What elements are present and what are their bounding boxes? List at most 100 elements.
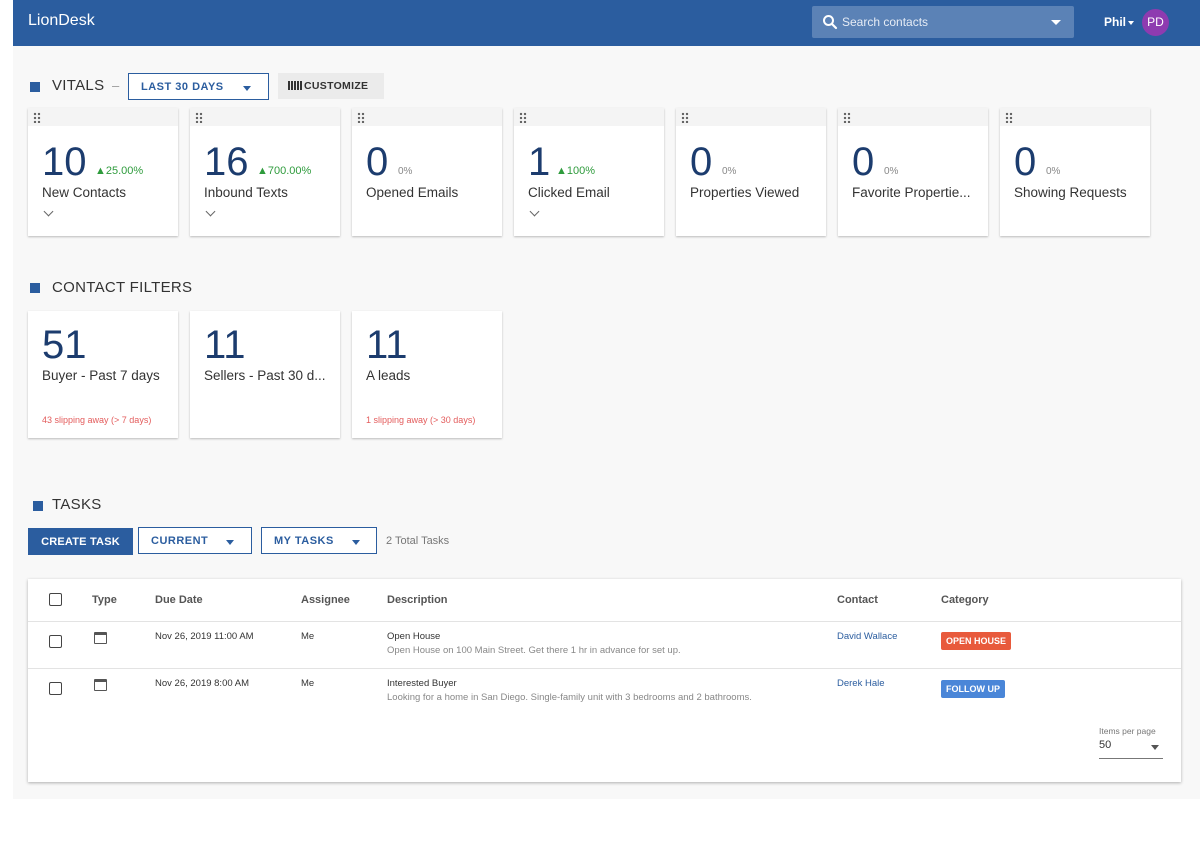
contact-link[interactable]: David Wallace: [837, 631, 898, 642]
items-per-page-value: 50: [1099, 739, 1112, 751]
filter-label: Buyer - Past 7 days: [42, 368, 160, 383]
filter-card-buyer[interactable]: 51 Buyer - Past 7 days 43 slipping away …: [28, 311, 178, 438]
vital-label: Showing Requests: [1014, 185, 1127, 200]
drag-handle[interactable]: [352, 108, 502, 126]
date-range-label: LAST 30 DAYS: [141, 80, 224, 93]
drag-handle[interactable]: [28, 108, 178, 126]
row-checkbox[interactable]: [49, 682, 62, 695]
column-header-category[interactable]: Category: [941, 594, 989, 606]
tasks-title: TASKS: [52, 496, 102, 513]
row-checkbox[interactable]: [49, 635, 62, 648]
vital-change: ▲700.00%: [257, 165, 312, 177]
drag-handle-icon: [33, 112, 41, 123]
drag-handle[interactable]: [838, 108, 988, 126]
filter-value: 11: [204, 323, 246, 367]
slipping-note: 1 slipping away (> 30 days): [366, 415, 476, 425]
vital-label: Favorite Propertie...: [852, 185, 971, 200]
vital-value: 16: [204, 140, 249, 184]
items-per-page-select[interactable]: 50: [1099, 739, 1163, 759]
filter-card-sellers[interactable]: 11 Sellers - Past 30 d...: [190, 311, 340, 438]
column-header-contact[interactable]: Contact: [837, 594, 878, 606]
brand-logo[interactable]: LionDesk: [28, 12, 95, 29]
vital-change: 0%: [398, 166, 413, 177]
task-title: Interested Buyer: [387, 678, 457, 689]
current-filter-dropdown[interactable]: CURRENT: [138, 527, 252, 554]
vital-value: 10: [42, 140, 87, 184]
search-box[interactable]: [812, 6, 1074, 38]
drag-handle-icon: [843, 112, 851, 123]
task-description: Looking for a home in San Diego. Single-…: [387, 692, 752, 703]
search-input[interactable]: [842, 6, 1042, 38]
vital-value: 0: [690, 140, 713, 184]
vital-card-clicked-email[interactable]: 1 ▲100% Clicked Email: [514, 108, 664, 236]
chevron-down-icon: [1151, 745, 1159, 750]
chevron-down-icon[interactable]: [1051, 20, 1061, 25]
slipping-note: 43 slipping away (> 7 days): [42, 415, 152, 425]
current-filter-label: CURRENT: [151, 534, 209, 547]
divider: [28, 621, 1181, 622]
category-badge: OPEN HOUSE: [941, 632, 1012, 650]
vital-label: Clicked Email: [528, 185, 610, 200]
vital-card-showing-requests[interactable]: 0 0% Showing Requests: [1000, 108, 1150, 236]
filter-label: Sellers - Past 30 d...: [204, 368, 326, 383]
vital-card-properties-viewed[interactable]: 0 0% Properties Viewed: [676, 108, 826, 236]
separator: –: [112, 78, 120, 93]
drag-handle-icon: [1005, 112, 1013, 123]
drag-handle-icon: [357, 112, 365, 123]
tasks-table: Type Due Date Assignee Description Conta…: [28, 579, 1181, 782]
vital-change: 0%: [722, 166, 737, 177]
drag-handle-icon: [519, 112, 527, 123]
create-task-button[interactable]: CREATE TASK: [28, 528, 133, 555]
drag-handle[interactable]: [190, 108, 340, 126]
section-marker: [30, 283, 40, 293]
contact-filters-title: CONTACT FILTERS: [52, 279, 193, 296]
column-header-assignee[interactable]: Assignee: [301, 594, 350, 606]
chevron-down-icon: [243, 86, 251, 91]
vital-change: 0%: [884, 166, 899, 177]
drag-handle[interactable]: [676, 108, 826, 126]
assignee: Me: [301, 678, 315, 689]
items-per-page-label: Items per page: [1099, 726, 1156, 736]
select-all-checkbox[interactable]: [49, 593, 62, 606]
my-tasks-dropdown[interactable]: MY TASKS: [261, 527, 377, 554]
section-marker: [33, 501, 43, 511]
filter-value: 11: [366, 323, 408, 367]
column-header-description[interactable]: Description: [387, 594, 448, 606]
vitals-title: VITALS: [52, 77, 105, 94]
date-range-dropdown[interactable]: LAST 30 DAYS: [128, 73, 269, 100]
due-date: Nov 26, 2019 8:00 AM: [155, 678, 250, 689]
vital-label: Inbound Texts: [204, 185, 288, 200]
search-icon: [823, 15, 838, 30]
chevron-down-icon[interactable]: [529, 206, 540, 217]
my-tasks-label: MY TASKS: [274, 534, 334, 547]
chevron-down-icon[interactable]: [43, 206, 54, 217]
contact-link[interactable]: Derek Hale: [837, 678, 885, 689]
divider: [28, 668, 1181, 669]
drag-handle[interactable]: [514, 108, 664, 126]
customize-button[interactable]: CUSTOMIZE: [278, 73, 384, 99]
vital-change: 0%: [1046, 166, 1061, 177]
vital-change: ▲100%: [556, 165, 596, 177]
calendar-icon: [94, 632, 107, 644]
section-marker: [30, 82, 40, 92]
chevron-down-icon[interactable]: [205, 206, 216, 217]
vital-label: Properties Viewed: [690, 185, 800, 200]
chevron-down-icon[interactable]: [1128, 21, 1134, 25]
columns-icon: [288, 81, 302, 90]
vital-value: 0: [366, 140, 389, 184]
filter-card-a-leads[interactable]: 11 A leads 1 slipping away (> 30 days): [352, 311, 502, 438]
avatar[interactable]: PD: [1142, 9, 1169, 36]
vital-card-inbound-texts[interactable]: 16 ▲700.00% Inbound Texts: [190, 108, 340, 236]
column-header-due-date[interactable]: Due Date: [155, 594, 203, 606]
customize-label: CUSTOMIZE: [304, 80, 369, 92]
task-description: Open House on 100 Main Street. Get there…: [387, 645, 681, 656]
drag-handle[interactable]: [1000, 108, 1150, 126]
vital-card-new-contacts[interactable]: 10 ▲25.00% New Contacts: [28, 108, 178, 236]
filter-value: 51: [42, 323, 87, 367]
vital-card-opened-emails[interactable]: 0 0% Opened Emails: [352, 108, 502, 236]
vital-card-favorite-properties[interactable]: 0 0% Favorite Propertie...: [838, 108, 988, 236]
user-menu[interactable]: Phil: [1104, 15, 1127, 29]
total-tasks-count: 2 Total Tasks: [386, 535, 450, 547]
column-header-type[interactable]: Type: [92, 594, 117, 606]
drag-handle-icon: [681, 112, 689, 123]
